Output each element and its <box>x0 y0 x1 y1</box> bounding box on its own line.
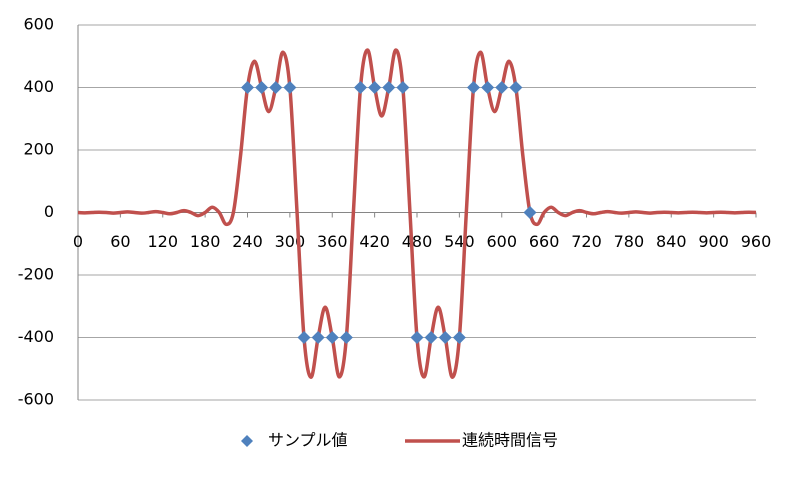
x-tick-label: 960 <box>741 232 772 251</box>
x-tick-label: 600 <box>486 232 517 251</box>
sample-point <box>368 81 382 94</box>
x-tick-label: 720 <box>571 232 602 251</box>
signal-line <box>77 48 757 379</box>
sample-point <box>325 331 339 344</box>
x-tick-label: 360 <box>317 232 348 251</box>
x-tick-label: 780 <box>614 232 645 251</box>
sample-point <box>311 331 325 344</box>
sample-point <box>283 81 297 94</box>
x-tick-label: 420 <box>359 232 390 251</box>
x-tick-label: 120 <box>147 232 178 251</box>
sample-point <box>255 81 269 94</box>
y-tick-label: 400 <box>23 77 54 96</box>
y-tick-label: -400 <box>18 327 54 346</box>
x-tick-label: 60 <box>110 232 130 251</box>
x-tick-label: 240 <box>232 232 263 251</box>
x-tick-label: 180 <box>190 232 221 251</box>
sample-point <box>382 81 396 94</box>
legend-marker <box>241 435 253 447</box>
sample-point <box>354 81 367 94</box>
sample-point <box>410 331 424 344</box>
sample-point <box>452 331 466 344</box>
sample-point <box>495 81 509 94</box>
sample-point <box>269 81 283 94</box>
y-tick-label: 0 <box>44 202 54 221</box>
sample-point <box>396 81 410 94</box>
y-tick-label: 600 <box>23 15 54 34</box>
y-tick-label: 200 <box>23 140 54 159</box>
y-tick-label: -200 <box>18 265 54 284</box>
x-tick-label: 540 <box>444 232 475 251</box>
x-tick-label: 480 <box>402 232 433 251</box>
sample-point <box>438 331 452 344</box>
y-tick-label: -600 <box>18 390 54 409</box>
x-tick-label: 900 <box>698 232 729 251</box>
legend-label: 連続時間信号 <box>462 431 558 450</box>
sample-point <box>297 331 311 344</box>
sample-point <box>523 206 537 219</box>
x-tick-label: 0 <box>73 232 83 251</box>
sample-point <box>424 331 438 344</box>
x-tick-label: 840 <box>656 232 687 251</box>
x-tick-label: 660 <box>529 232 560 251</box>
legend-label: サンプル値 <box>268 431 348 450</box>
sample-point <box>339 331 353 344</box>
sample-point <box>467 81 480 94</box>
sample-point <box>481 81 495 94</box>
sample-point <box>241 81 254 94</box>
sample-point <box>509 81 523 94</box>
